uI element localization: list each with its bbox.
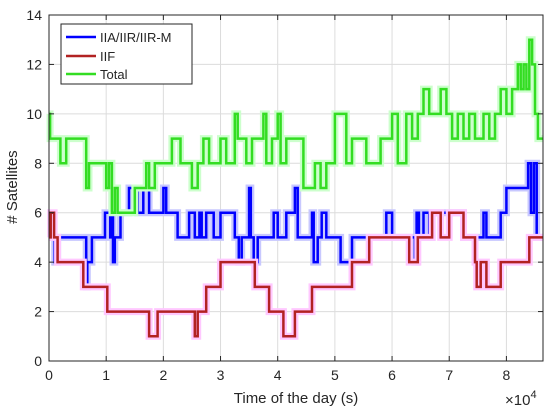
x-axis-label: Time of the day (s) [234, 390, 358, 407]
ticks [48, 14, 543, 362]
x-tick-label: 0 [45, 367, 53, 383]
legend: IIA/IIR/IIR-M IIF Total [60, 23, 193, 85]
series-halo-iia-iir-iir-m [49, 159, 543, 291]
axes-box [48, 14, 544, 362]
x-tick-label: 2 [159, 367, 167, 383]
series-line-iif [49, 211, 543, 338]
y-tick-label: 10 [26, 106, 42, 122]
x-axis-exponent: ×104 [505, 389, 537, 409]
legend-label-iia: IIA/IIR/IIR-M [100, 30, 172, 45]
x-tick-label: 3 [217, 367, 225, 383]
y-tick-label: 6 [34, 205, 42, 221]
x-tick-label: 6 [388, 367, 396, 383]
plot-area [46, 36, 543, 340]
x-tick-label: 8 [503, 367, 511, 383]
y-tick-label: 8 [34, 155, 42, 171]
y-tick-label: 2 [34, 304, 42, 320]
x-tick-label: 7 [445, 367, 453, 383]
x-tick-label: 4 [274, 367, 282, 383]
y-tick-label: 14 [26, 7, 42, 23]
y-tick-label: 0 [34, 353, 42, 369]
x-tick-label: 5 [331, 367, 339, 383]
legend-label-total: Total [100, 67, 128, 82]
x-axis-exponent-base: ×10 [505, 392, 530, 409]
legend-label-iif: IIF [100, 49, 115, 64]
y-axis-label: # Satellites [4, 150, 21, 223]
x-tick-label: 1 [102, 367, 110, 383]
x-axis-exponent-power: 4 [530, 389, 536, 401]
y-tick-label: 12 [26, 56, 42, 72]
y-tick-label: 4 [34, 254, 42, 270]
series-line-total [48, 38, 543, 214]
